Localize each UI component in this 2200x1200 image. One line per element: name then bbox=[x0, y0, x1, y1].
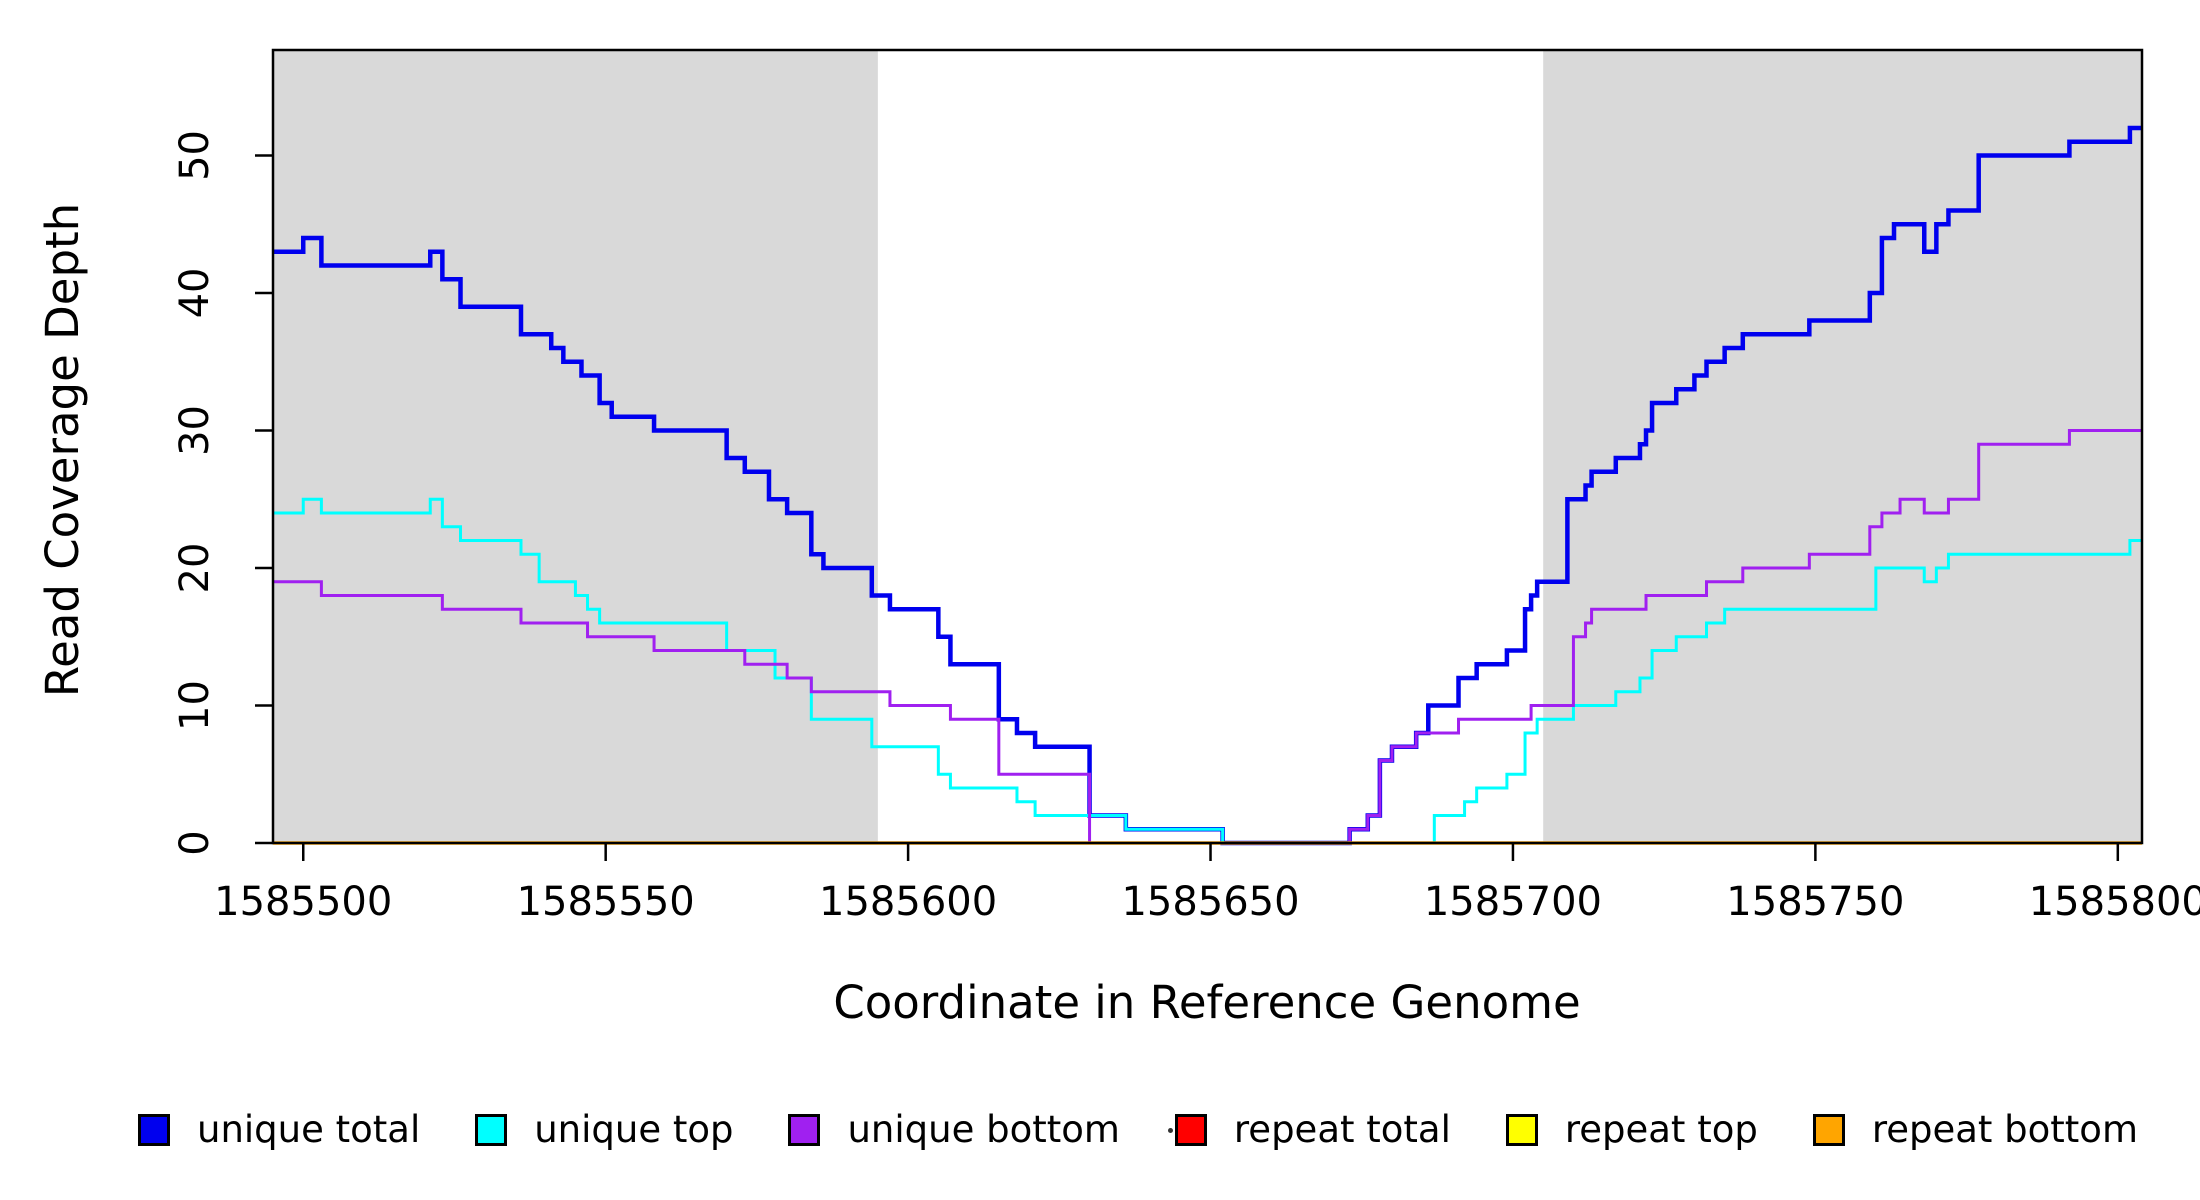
legend-item-unique-total: unique total bbox=[138, 1108, 420, 1151]
legend-label: unique top bbox=[534, 1108, 734, 1151]
x-tick-label: 1585650 bbox=[1121, 879, 1299, 925]
unique-top-swatch-icon bbox=[475, 1113, 508, 1146]
legend-item-repeat-total: repeat total bbox=[1174, 1108, 1451, 1151]
plot-border bbox=[271, 48, 2144, 845]
y-tick-label: 10 bbox=[172, 680, 218, 731]
legend-item-repeat-top: repeat top bbox=[1505, 1108, 1758, 1151]
shaded-regions bbox=[273, 50, 2142, 843]
series-line-unique-top bbox=[273, 497, 2142, 845]
y-tick-label: 50 bbox=[172, 130, 218, 181]
legend-label: repeat top bbox=[1564, 1108, 1758, 1151]
repeat-bottom-swatch-icon bbox=[1812, 1113, 1845, 1146]
legend-label: unique bottom bbox=[847, 1108, 1120, 1151]
x-axis-title: Coordinate in Reference Genome bbox=[833, 976, 1580, 1029]
stray-dot-artifact bbox=[1168, 1128, 1173, 1133]
x-tick-label: 1585550 bbox=[517, 879, 695, 925]
y-tick-label: 30 bbox=[172, 405, 218, 456]
shaded-region bbox=[1543, 50, 2142, 843]
x-tick-label: 1585800 bbox=[2029, 879, 2200, 925]
repeat-total-swatch-icon bbox=[1174, 1113, 1207, 1146]
x-tick-label: 1585700 bbox=[1424, 879, 1602, 925]
unique-total-swatch-icon bbox=[138, 1113, 170, 1146]
legend-item-repeat-bottom: repeat bottom bbox=[1812, 1108, 2138, 1151]
axis-tick-labels: 1585500 1585550 1585600 1585650 1585700 15857… bbox=[172, 130, 2200, 925]
repeat-top-swatch-icon bbox=[1505, 1113, 1538, 1146]
x-tick-label: 1585750 bbox=[1726, 879, 1904, 925]
series-line-unique-bottom bbox=[273, 428, 2142, 845]
y-tick-label: 0 bbox=[172, 830, 218, 855]
shaded-region bbox=[273, 50, 878, 843]
legend-label: repeat total bbox=[1233, 1108, 1451, 1151]
y-tick-label: 40 bbox=[172, 268, 218, 319]
x-tick-label: 1585600 bbox=[819, 879, 997, 925]
legend-label: repeat bottom bbox=[1871, 1108, 2138, 1151]
legend-label: unique total bbox=[197, 1108, 421, 1151]
legend-item-unique-top: unique top bbox=[475, 1108, 734, 1151]
legend: unique total unique top unique bottom re… bbox=[138, 1108, 2138, 1151]
legend-item-unique-bottom: unique bottom bbox=[788, 1108, 1120, 1151]
unique-bottom-swatch-icon bbox=[788, 1113, 821, 1146]
y-tick-label: 20 bbox=[172, 543, 218, 594]
x-tick-label: 1585500 bbox=[214, 879, 392, 925]
y-axis-title: Read Coverage Depth bbox=[36, 203, 89, 697]
axis-ticks bbox=[255, 154, 2120, 861]
